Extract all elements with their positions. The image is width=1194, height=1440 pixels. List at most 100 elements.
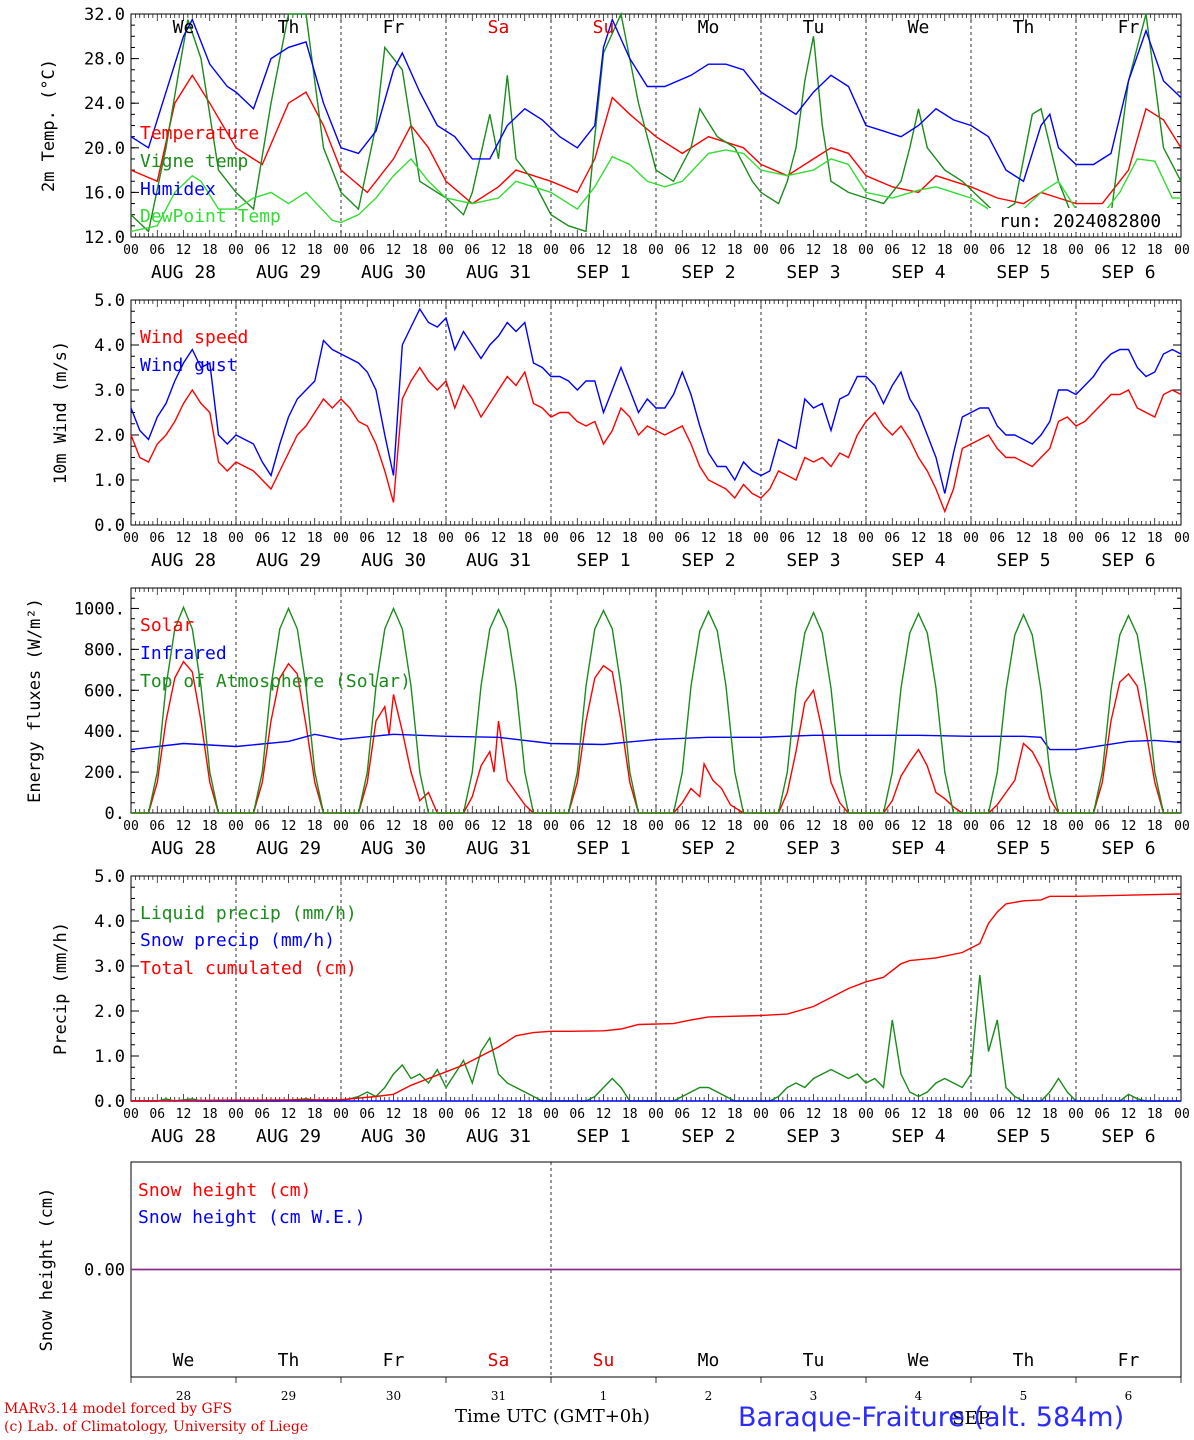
- hour-label: 12: [176, 243, 192, 258]
- legend-liquid-precip-mm-h-: Liquid precip (mm/h): [140, 903, 357, 924]
- hour-label: 12: [281, 531, 297, 546]
- hour-label: 00: [858, 243, 874, 258]
- hour-label: 12: [1121, 1107, 1137, 1122]
- date-label: SEP 3: [786, 838, 840, 859]
- hour-label: 12: [176, 1107, 192, 1122]
- day-number-label: 28: [176, 1389, 191, 1403]
- weekday-label-bottom: Fr: [1118, 1350, 1140, 1371]
- hour-label: 18: [1147, 819, 1163, 834]
- series-line-humidex: [130, 17, 1182, 183]
- run-label-bg: [988, 208, 1176, 232]
- hour-label: 06: [464, 243, 480, 258]
- weekday-label-bottom: We: [908, 1350, 930, 1371]
- date-label: SEP 4: [891, 838, 945, 859]
- y-tick-label: 800.: [84, 640, 125, 660]
- hour-label: 18: [727, 531, 743, 546]
- date-label: AUG 30: [361, 838, 426, 859]
- hour-label: 18: [1042, 1107, 1058, 1122]
- hour-label: 18: [622, 819, 638, 834]
- hour-label: 18: [517, 531, 533, 546]
- hour-label: 18: [1042, 819, 1058, 834]
- hour-label: 00: [543, 1107, 559, 1122]
- x-axis-title: Time UTC (GMT+0h): [455, 1406, 650, 1427]
- hour-label: 06: [149, 243, 165, 258]
- hour-label: 06: [779, 819, 795, 834]
- hour-label: 06: [569, 531, 585, 546]
- hour-label: 00: [753, 1107, 769, 1122]
- hour-label: 00: [543, 819, 559, 834]
- hour-label: 18: [307, 531, 323, 546]
- day-number-label: 3: [810, 1389, 818, 1403]
- hour-label: 18: [727, 1107, 743, 1122]
- date-label: SEP 6: [1101, 838, 1155, 859]
- hour-label: 06: [779, 1107, 795, 1122]
- series-line-top-of-atmosphere-solar-: [131, 605, 1181, 814]
- y-tick-label: 4.0: [94, 912, 125, 932]
- hour-label: 12: [806, 243, 822, 258]
- hour-label: 06: [884, 243, 900, 258]
- hour-label: 18: [937, 1107, 953, 1122]
- y-tick-label: 0.0: [94, 516, 125, 536]
- y-tick-label: 5.0: [94, 867, 125, 887]
- hour-label: 06: [254, 243, 270, 258]
- legend-wind-gust: Wind gust: [140, 355, 238, 376]
- hour-label: 06: [149, 819, 165, 834]
- hour-label: 00: [1174, 243, 1190, 258]
- hour-label: 06: [1094, 1107, 1110, 1122]
- day-number-label: 1: [600, 1389, 608, 1403]
- hour-label: 06: [359, 243, 375, 258]
- hour-label: 06: [569, 1107, 585, 1122]
- hour-label: 12: [911, 1107, 927, 1122]
- legend-total-cumulated-cm-: Total cumulated (cm): [140, 958, 357, 979]
- series-line-wind-gust: [130, 307, 1182, 494]
- hour-label: 00: [438, 819, 454, 834]
- y-tick-label: 0.0: [94, 1092, 125, 1112]
- weekday-label-top: Fr: [383, 17, 405, 38]
- date-label: AUG 29: [256, 550, 321, 571]
- legend-infrared: Infrared: [140, 643, 227, 664]
- y-axis-title: Snow height (cm): [37, 1188, 57, 1352]
- hour-label: 00: [228, 531, 244, 546]
- y-tick-label: 16.0: [84, 183, 125, 203]
- hour-label: 18: [937, 243, 953, 258]
- hour-label: 00: [123, 531, 139, 546]
- date-label: SEP 5: [996, 838, 1050, 859]
- day-number-label: 5: [1020, 1389, 1028, 1403]
- hour-label: 12: [1016, 243, 1032, 258]
- hour-label: 00: [333, 1107, 349, 1122]
- legend-wind-speed: Wind speed: [140, 327, 248, 348]
- hour-label: 18: [1147, 243, 1163, 258]
- hour-label: 06: [1094, 243, 1110, 258]
- y-tick-label: 1.0: [94, 471, 125, 491]
- hour-label: 06: [779, 531, 795, 546]
- weekday-label-bottom: Th: [1013, 1350, 1035, 1371]
- weekday-label-bottom: We: [173, 1350, 195, 1371]
- y-tick-label: 400.: [84, 722, 125, 742]
- date-label: SEP 5: [996, 550, 1050, 571]
- hour-label: 12: [281, 819, 297, 834]
- hour-label: 06: [779, 243, 795, 258]
- hour-label: 06: [989, 819, 1005, 834]
- hour-label: 12: [1016, 1107, 1032, 1122]
- weekday-label-bottom: Sa: [488, 1350, 510, 1371]
- hour-label: 06: [1094, 819, 1110, 834]
- hour-label: 06: [569, 819, 585, 834]
- hour-label: 12: [911, 243, 927, 258]
- weekday-label-top: We: [908, 17, 930, 38]
- hour-label: 12: [281, 1107, 297, 1122]
- legend-dewpoint-temp: DewPoint Temp: [140, 206, 281, 227]
- hour-label: 00: [753, 243, 769, 258]
- month-label: SEP: [952, 1408, 990, 1429]
- hour-label: 00: [858, 819, 874, 834]
- weekday-label-top: Tu: [803, 17, 825, 38]
- y-tick-label: 2.0: [94, 1002, 125, 1022]
- hour-label: 00: [858, 1107, 874, 1122]
- hour-label: 18: [622, 531, 638, 546]
- legend-snow-height-cm-w-e-: Snow height (cm W.E.): [138, 1207, 366, 1228]
- hour-label: 18: [307, 1107, 323, 1122]
- series-line-vigne-temp: [130, 11, 1182, 233]
- weekday-label-bottom: Su: [593, 1350, 615, 1371]
- hour-label: 00: [648, 243, 664, 258]
- hour-label: 00: [543, 531, 559, 546]
- hour-label: 00: [648, 531, 664, 546]
